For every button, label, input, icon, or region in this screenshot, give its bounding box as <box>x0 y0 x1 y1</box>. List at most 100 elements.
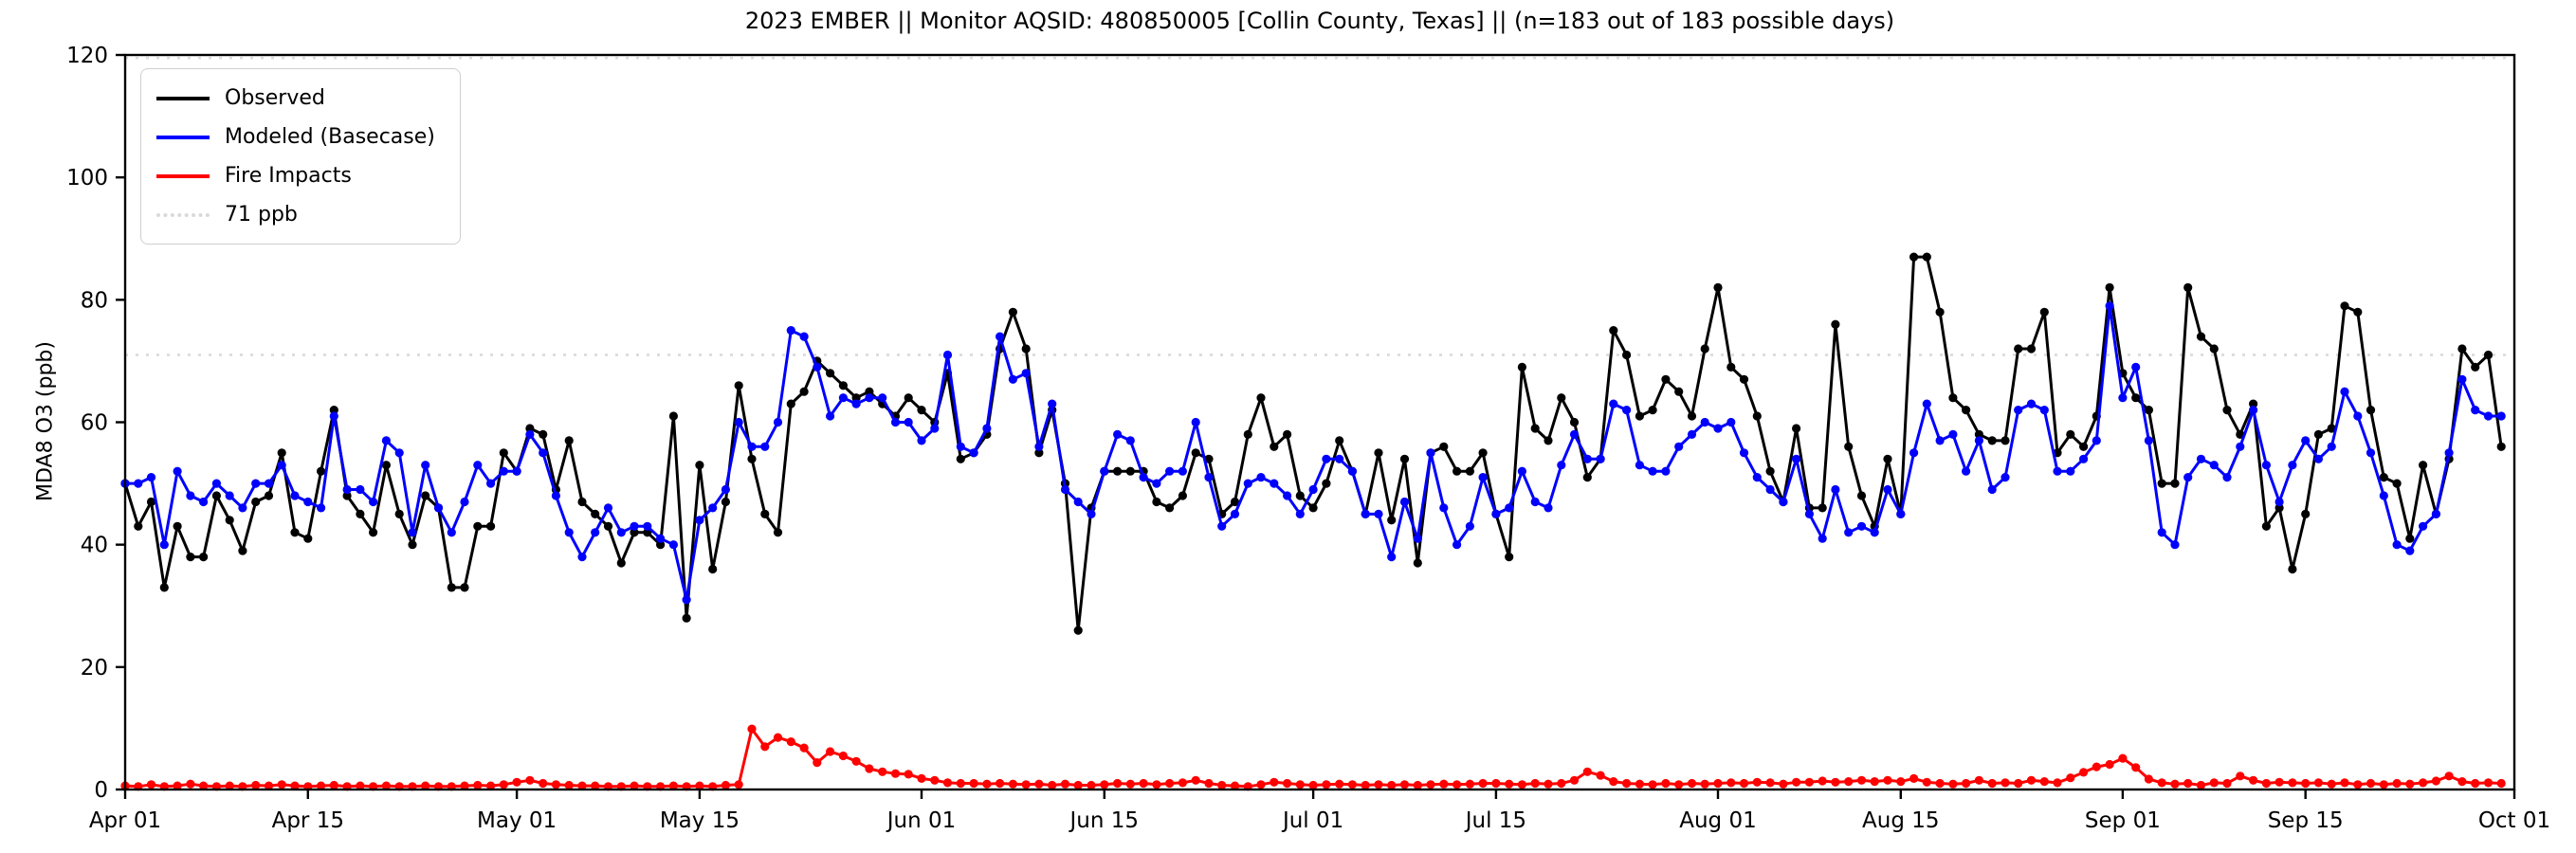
data-point <box>1856 521 1867 531</box>
data-point <box>2366 778 2376 789</box>
data-point <box>1883 454 1892 463</box>
data-point <box>1530 424 1540 433</box>
data-point <box>1465 521 1474 531</box>
data-point <box>760 742 770 752</box>
data-point <box>2392 778 2402 789</box>
data-point <box>1517 466 1526 476</box>
data-point <box>473 461 483 470</box>
data-point <box>1335 454 1344 463</box>
data-point <box>1125 436 1135 445</box>
data-point <box>2039 307 2049 317</box>
data-point <box>865 393 874 403</box>
data-point <box>1322 479 1331 488</box>
data-point <box>799 387 809 396</box>
data-point <box>577 781 587 790</box>
data-point <box>1361 780 1370 790</box>
data-point <box>1674 780 1684 789</box>
data-point <box>668 411 679 421</box>
x-tick-label: Jul 01 <box>1281 808 1343 833</box>
data-point <box>1439 503 1449 513</box>
data-point <box>1726 362 1736 372</box>
data-point <box>1465 779 1474 789</box>
data-point <box>159 540 169 550</box>
data-point <box>1505 553 1514 562</box>
data-point <box>826 369 835 378</box>
data-point <box>2419 778 2428 788</box>
data-point <box>603 521 613 531</box>
data-point <box>238 546 247 555</box>
legend-line-sample <box>156 173 210 178</box>
data-point <box>1087 780 1096 790</box>
data-point <box>616 558 626 568</box>
data-point <box>1831 319 1840 329</box>
data-point <box>1974 429 1983 439</box>
data-point <box>2118 753 2128 763</box>
data-point <box>2001 436 2010 445</box>
data-point <box>708 503 718 513</box>
data-point <box>1073 780 1083 790</box>
data-point <box>2026 775 2037 785</box>
data-point <box>2392 479 2402 488</box>
data-point <box>969 448 978 458</box>
data-point <box>473 780 483 790</box>
data-point <box>1818 534 1827 543</box>
data-point <box>1661 466 1671 476</box>
data-point <box>2209 778 2219 788</box>
data-point <box>1113 778 1123 789</box>
x-tick-label: Aug 15 <box>1862 808 1940 833</box>
data-point <box>1374 780 1383 789</box>
data-point <box>381 436 391 445</box>
data-point <box>2261 461 2271 470</box>
data-point <box>1962 406 1971 415</box>
data-point <box>1008 374 1017 384</box>
data-point <box>564 528 574 537</box>
data-point <box>2471 406 2480 415</box>
data-point <box>1060 484 1070 495</box>
data-point <box>2444 448 2454 458</box>
data-point <box>2405 534 2415 543</box>
data-point <box>1622 406 1632 415</box>
data-point <box>1217 521 1227 531</box>
data-point <box>1765 778 1775 788</box>
data-point <box>2249 399 2258 408</box>
x-tick-label: Sep 15 <box>2268 808 2344 833</box>
data-point <box>1935 778 1945 789</box>
data-point <box>2405 546 2415 555</box>
data-point <box>303 497 313 507</box>
data-point <box>1752 411 1762 421</box>
data-point <box>1478 448 1488 458</box>
data-point <box>982 424 992 433</box>
data-point <box>682 613 691 623</box>
data-point <box>1909 773 1919 784</box>
modeled-basecase-line <box>125 304 2502 602</box>
data-point <box>277 461 286 470</box>
data-point <box>2196 780 2206 790</box>
data-point <box>917 406 926 415</box>
data-point <box>1713 282 1723 292</box>
data-point <box>277 448 286 458</box>
data-point <box>342 491 352 500</box>
data-point <box>2379 491 2388 500</box>
data-point <box>1713 778 1723 789</box>
data-point <box>2288 461 2297 470</box>
y-axis-title: MDA8 O3 (ppb) <box>33 341 58 501</box>
data-point <box>1635 461 1644 470</box>
data-point <box>186 491 195 500</box>
data-point <box>1948 779 1958 789</box>
data-point <box>865 387 874 396</box>
data-point <box>1295 491 1305 500</box>
data-point <box>2327 442 2336 451</box>
data-point <box>2001 473 2010 482</box>
data-point <box>1139 473 1148 482</box>
data-point <box>760 509 770 519</box>
data-point <box>2001 778 2010 788</box>
data-point <box>2301 778 2311 789</box>
data-point <box>1765 484 1775 495</box>
data-point <box>1530 497 1540 507</box>
data-point <box>1687 411 1697 421</box>
data-point <box>1361 509 1370 519</box>
data-point <box>630 781 639 790</box>
data-point <box>1922 777 1931 787</box>
data-point <box>2496 411 2506 421</box>
data-point <box>1596 771 1605 780</box>
